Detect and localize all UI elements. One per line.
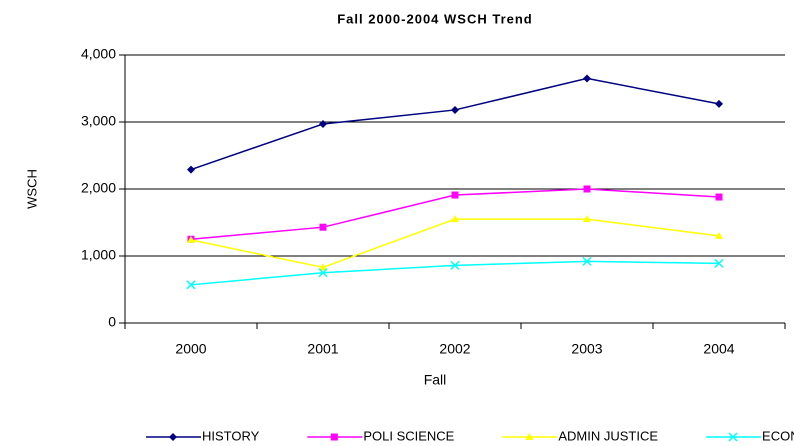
chart-title: Fall 2000-2004 WSCH Trend: [337, 11, 533, 26]
legend-label: ADMIN JUSTICE: [558, 428, 658, 443]
marker: [583, 185, 591, 193]
marker: [319, 120, 327, 129]
marker: [451, 215, 459, 223]
x-tick-label: 2002: [439, 341, 470, 357]
y-tick-label: 4,000: [81, 46, 116, 62]
marker: [330, 433, 338, 441]
marker: [169, 433, 177, 441]
x-tick-label: 2000: [175, 341, 206, 357]
legend-label: POLI SCIENCE: [363, 428, 454, 443]
marker: [451, 105, 459, 114]
marker: [583, 74, 591, 83]
marker: [714, 258, 724, 268]
marker: [318, 268, 328, 278]
marker: [451, 191, 459, 199]
series-line: [190, 77, 720, 171]
marker: [583, 215, 591, 223]
y-axis-label: WSCH: [24, 169, 39, 209]
marker: [319, 263, 327, 271]
marker: [525, 433, 534, 440]
x-tick-label: 2004: [703, 341, 734, 357]
marker: [582, 256, 592, 266]
x-axis-label: Fall: [424, 372, 447, 388]
legend-label: HISTORY: [202, 428, 260, 443]
x-tick-label: 2001: [307, 341, 338, 357]
x-tick-label: 2003: [571, 341, 602, 357]
marker: [187, 235, 195, 243]
marker: [450, 260, 460, 270]
y-tick-label: 1,000: [81, 247, 116, 263]
legend-label: ECONOMICS: [762, 428, 794, 443]
marker: [186, 280, 196, 290]
marker: [715, 193, 723, 201]
y-tick-label: 0: [108, 314, 116, 330]
marker: [319, 223, 327, 231]
marker: [715, 99, 723, 108]
marker: [728, 432, 738, 442]
marker: [187, 165, 195, 174]
marker: [715, 231, 723, 239]
y-tick-label: 3,000: [81, 113, 116, 129]
y-tick-label: 2,000: [81, 180, 116, 196]
series-line: [190, 218, 720, 269]
